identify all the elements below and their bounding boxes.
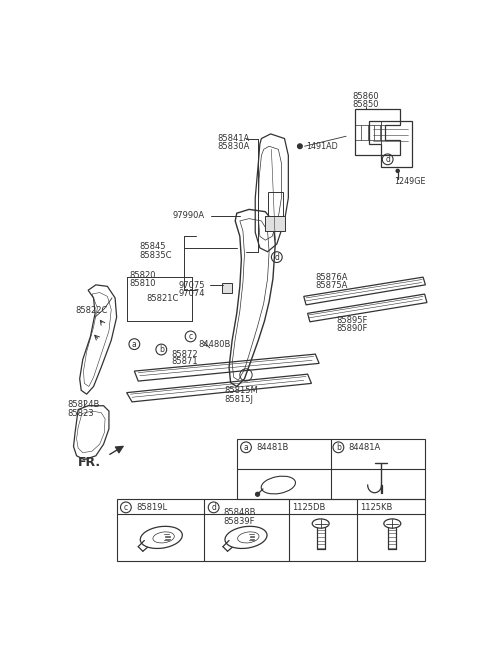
Circle shape	[298, 144, 302, 148]
Text: d: d	[211, 503, 216, 512]
Text: a: a	[132, 339, 137, 349]
Text: b: b	[336, 443, 341, 452]
Text: 85815J: 85815J	[225, 395, 253, 404]
Text: 97074: 97074	[178, 290, 205, 298]
Text: b: b	[159, 345, 164, 354]
Text: 85895F: 85895F	[337, 316, 368, 324]
Text: c: c	[124, 503, 128, 512]
Text: 85850: 85850	[352, 100, 379, 109]
Text: 84480B: 84480B	[198, 340, 230, 349]
Text: 1491AD: 1491AD	[306, 142, 338, 150]
Text: 85848B: 85848B	[223, 508, 255, 517]
Text: 1125DB: 1125DB	[292, 503, 325, 511]
Text: 85824B: 85824B	[67, 400, 100, 409]
Text: 85820: 85820	[129, 271, 156, 280]
Text: 85839F: 85839F	[223, 517, 254, 526]
Text: 85890F: 85890F	[337, 324, 368, 333]
Text: 85830A: 85830A	[217, 143, 250, 151]
Text: 85876A: 85876A	[315, 273, 348, 281]
Circle shape	[256, 492, 260, 496]
Polygon shape	[265, 216, 285, 231]
Text: 85822C: 85822C	[75, 305, 108, 315]
Text: 85845: 85845	[140, 243, 166, 252]
Text: 85871: 85871	[171, 357, 198, 366]
Text: 85815M: 85815M	[225, 387, 258, 396]
Text: 85872: 85872	[171, 349, 198, 358]
Text: 85875A: 85875A	[315, 281, 348, 290]
Text: c: c	[189, 332, 192, 341]
Text: 84481A: 84481A	[348, 443, 381, 452]
Text: 85860: 85860	[352, 92, 379, 101]
Text: a: a	[244, 443, 248, 452]
Text: d: d	[385, 155, 390, 164]
Circle shape	[396, 169, 399, 173]
Text: 85810: 85810	[129, 279, 156, 288]
Text: d: d	[275, 252, 279, 262]
Text: 1249GE: 1249GE	[394, 177, 425, 186]
Polygon shape	[222, 283, 232, 292]
Text: 85821C: 85821C	[146, 294, 178, 303]
Text: FR.: FR.	[78, 456, 101, 469]
Text: 85823: 85823	[67, 409, 94, 418]
Text: 85819L: 85819L	[136, 503, 167, 511]
Text: 97075: 97075	[178, 281, 205, 290]
Text: 97990A: 97990A	[173, 211, 205, 220]
Text: 84481B: 84481B	[256, 443, 288, 452]
Text: 85835C: 85835C	[140, 251, 172, 260]
Text: 85841A: 85841A	[217, 134, 250, 143]
Text: 1125KB: 1125KB	[360, 503, 392, 511]
